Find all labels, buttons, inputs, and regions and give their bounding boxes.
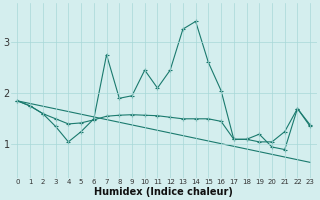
X-axis label: Humidex (Indice chaleur): Humidex (Indice chaleur) bbox=[94, 187, 233, 197]
